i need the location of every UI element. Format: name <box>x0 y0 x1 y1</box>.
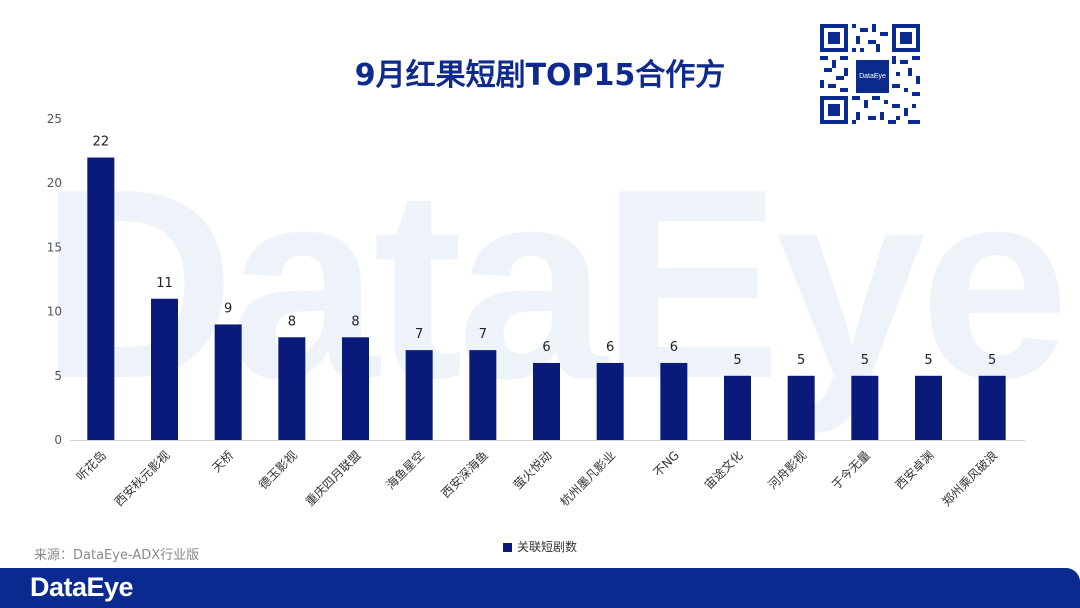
bar <box>405 350 433 440</box>
data-label: 5 <box>924 353 932 368</box>
category-label: 宙途文化 <box>701 448 746 493</box>
legend: 关联短剧数 <box>0 538 1080 555</box>
data-label: 11 <box>156 276 173 291</box>
bar <box>214 324 242 440</box>
y-tick-label: 10 <box>47 305 62 319</box>
qr-logo: DataEye <box>854 58 891 95</box>
category-label: 德玉影视 <box>255 448 300 493</box>
category-label: 不NG <box>651 448 682 479</box>
category-label: 听花岛 <box>73 448 109 484</box>
y-tick-label: 20 <box>47 176 62 190</box>
bar-chart: 0 5 10 15 20 25 22 听花岛 11 西安秋元影视 9 天桥 8 德玉影视 8 重庆四月联盟 7 海… <box>47 112 1025 510</box>
source-note: 来源：DataEye-ADX行业版 <box>34 548 200 563</box>
data-label: 6 <box>670 340 678 355</box>
data-label: 5 <box>733 353 741 368</box>
footer-bar: DataEye <box>0 568 1080 608</box>
data-label: 5 <box>861 353 869 368</box>
y-tick-label: 15 <box>47 240 62 254</box>
category-label: 西安卓渊 <box>892 448 937 493</box>
data-label: 22 <box>93 135 110 150</box>
category-label: 重庆四月联盟 <box>303 448 364 509</box>
category-label: 西安深海鱼 <box>438 448 491 501</box>
legend-label: 关联短剧数 <box>516 540 577 554</box>
bar <box>342 337 369 440</box>
bar <box>724 375 751 440</box>
bar <box>851 375 879 440</box>
bar <box>787 375 815 440</box>
data-label: 7 <box>415 327 423 342</box>
bar <box>596 362 624 440</box>
y-tick-label: 5 <box>54 369 62 383</box>
category-label: 于今无量 <box>828 448 873 493</box>
bar <box>660 362 688 440</box>
category-label: 河舟影视 <box>765 448 810 493</box>
data-label: 8 <box>351 314 359 329</box>
category-label: 杭州墨凡影业 <box>557 448 619 510</box>
y-tick-label: 25 <box>47 112 62 126</box>
bar <box>978 375 1006 440</box>
bar <box>278 337 306 440</box>
bar <box>469 350 497 440</box>
legend-swatch <box>502 543 512 552</box>
y-tick-label: 0 <box>54 433 62 447</box>
dataeye-logo: DataEye <box>30 572 134 602</box>
bar <box>915 375 942 440</box>
data-label: 5 <box>797 353 805 368</box>
chart-title: 9月红果短剧TOP15合作方 <box>354 58 726 93</box>
qr-code <box>820 24 920 124</box>
category-label: 海鱼星空 <box>383 448 428 493</box>
data-label: 9 <box>224 301 232 316</box>
category-label: 萤火悦动 <box>511 448 555 492</box>
data-label: 7 <box>479 327 487 342</box>
data-label: 5 <box>988 353 996 368</box>
data-label: 6 <box>542 340 550 355</box>
data-label: 6 <box>606 340 614 355</box>
category-label: 郑州乘风破浪 <box>939 448 1001 510</box>
data-label: 8 <box>288 314 296 329</box>
bar <box>533 362 560 440</box>
category-label: 西安秋元影视 <box>111 448 173 510</box>
bar <box>151 298 178 440</box>
category-label: 天桥 <box>209 448 236 475</box>
bar <box>87 157 115 440</box>
